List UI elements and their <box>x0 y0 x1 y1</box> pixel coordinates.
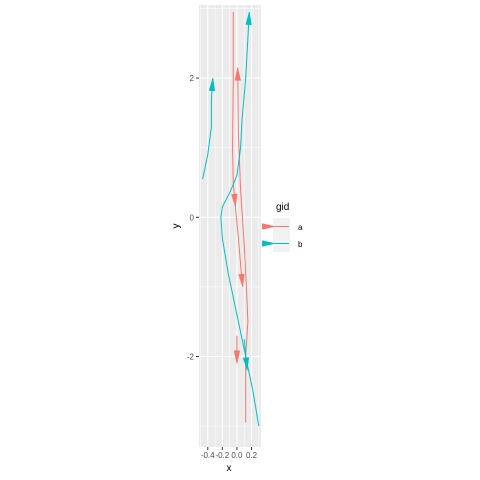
series-b-arrow-0 <box>245 11 252 26</box>
series-a-path-3 <box>237 67 249 423</box>
series-a-arrow-2 <box>233 350 241 364</box>
x-tick-label: 0.2 <box>246 451 258 460</box>
series-a-path-0 <box>232 11 236 207</box>
x-axis-title: x <box>227 463 232 474</box>
x-tick-label: -0.4 <box>201 451 215 460</box>
plot-panel <box>199 5 261 447</box>
grid-minor <box>199 5 261 447</box>
series-b-arrow-2 <box>242 357 250 371</box>
legend-label-b: b <box>298 240 303 249</box>
y-axis-title: y <box>171 224 182 229</box>
legend: gid a b <box>262 202 303 252</box>
legend-key-b-arrow <box>262 240 276 247</box>
series-b-path-1 <box>202 78 214 180</box>
y-tick-label: 2 <box>190 74 195 83</box>
legend-key-a-glyph <box>262 223 289 230</box>
legend-label-a: a <box>298 223 303 232</box>
grid-major <box>199 5 261 447</box>
x-tick-label: -0.2 <box>215 451 229 460</box>
y-tick-label: 0 <box>190 213 195 222</box>
series-layer <box>202 11 260 427</box>
y-axis: -2 0 2 <box>187 74 199 362</box>
series-a-arrow-3 <box>234 67 241 81</box>
series-b-arrow-1 <box>208 78 216 92</box>
series-a-arrow-0 <box>231 193 238 207</box>
legend-key-a-arrow <box>262 223 276 230</box>
x-tick-label: 0.0 <box>231 451 243 460</box>
legend-key-b-glyph <box>262 240 289 247</box>
series-b-path-0 <box>220 11 260 427</box>
x-axis: -0.4 -0.2 0.0 0.2 <box>201 447 258 460</box>
series-a-arrow-1 <box>238 273 245 287</box>
y-tick-label: -2 <box>187 353 195 362</box>
legend-title: gid <box>276 202 289 213</box>
